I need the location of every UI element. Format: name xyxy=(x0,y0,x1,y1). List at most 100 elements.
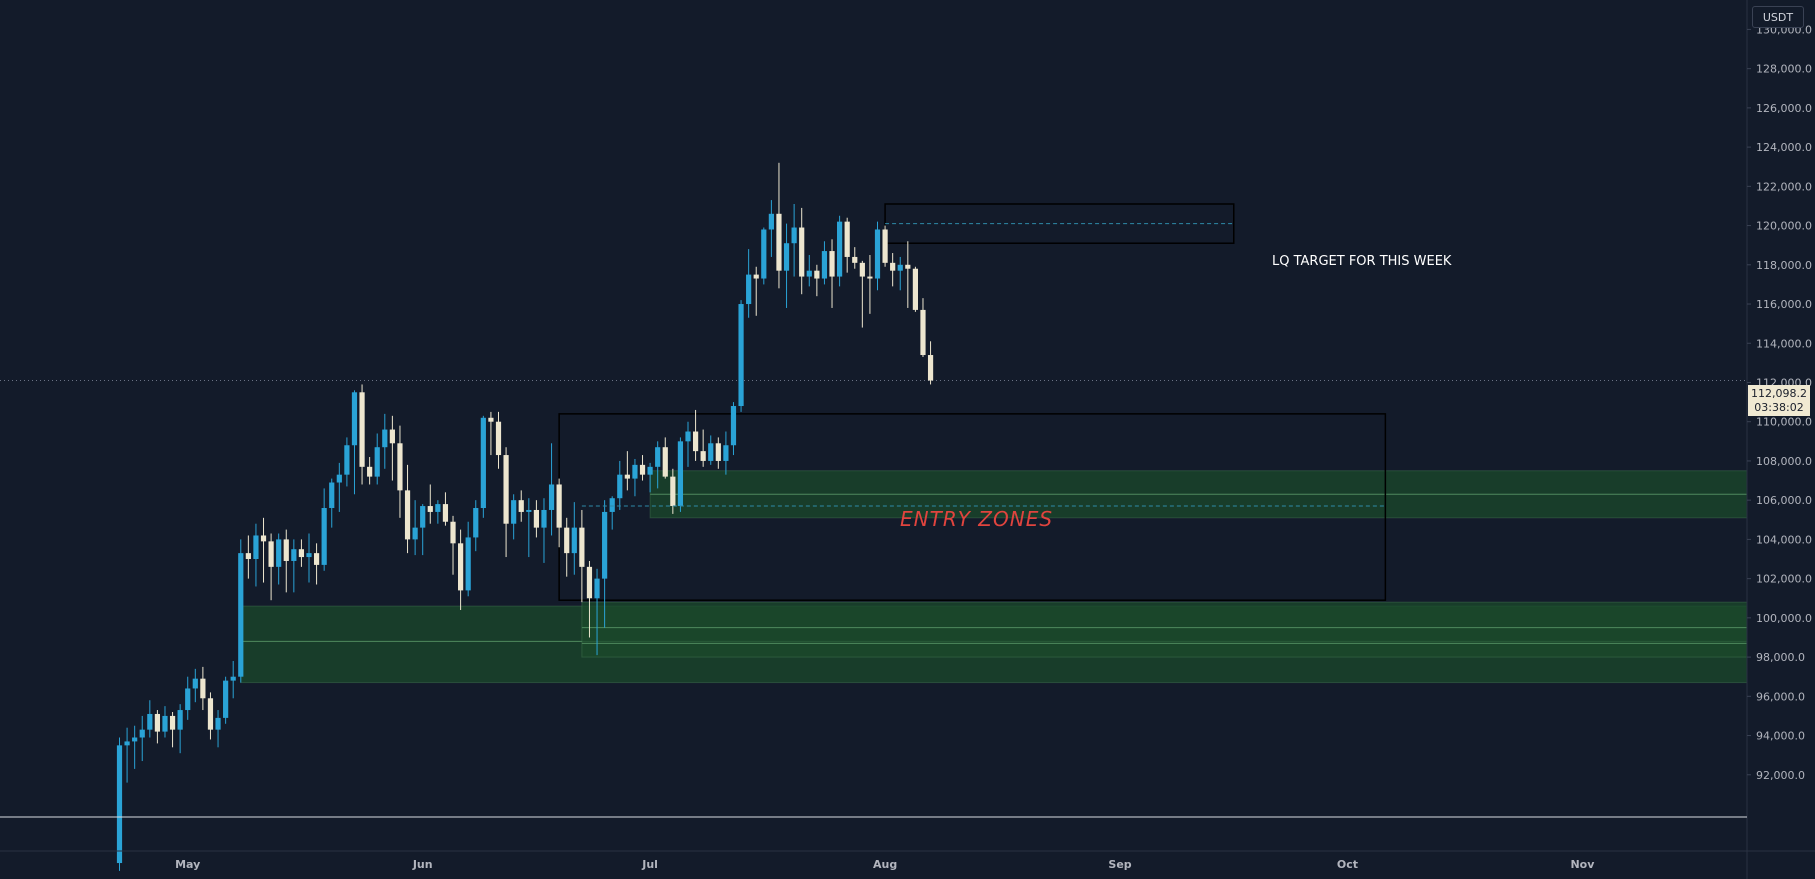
candle xyxy=(799,207,805,295)
candle-body xyxy=(283,539,289,561)
candle xyxy=(685,421,691,467)
x-tick-label: Nov xyxy=(1570,858,1595,871)
candle xyxy=(617,460,623,510)
x-tick-label: May xyxy=(175,858,200,871)
candle-body xyxy=(723,445,729,461)
candle xyxy=(890,253,896,287)
candle-body xyxy=(435,504,441,512)
candle-body xyxy=(465,537,471,591)
candle xyxy=(662,437,668,479)
candle xyxy=(473,500,479,552)
candle xyxy=(783,223,790,308)
currency-selector[interactable]: USDT xyxy=(1752,6,1804,28)
y-tick-label: 110,000.0 xyxy=(1756,416,1812,429)
candle xyxy=(837,215,843,287)
candle-body xyxy=(571,527,577,554)
candle xyxy=(602,500,608,628)
candle-body xyxy=(533,509,539,528)
lq-target-label: LQ TARGET FOR THIS WEEK xyxy=(1272,254,1452,269)
candle-body xyxy=(700,451,706,461)
candle xyxy=(480,415,486,518)
candle-body xyxy=(374,447,380,477)
candle-body xyxy=(169,715,176,730)
current-price-tag: 112,098.2 03:38:02 xyxy=(1748,385,1810,416)
candle xyxy=(245,535,251,579)
candle xyxy=(427,484,433,524)
y-tick-label: 102,000.0 xyxy=(1756,573,1812,586)
candle xyxy=(442,492,449,526)
candle-body xyxy=(200,678,206,699)
candle-body xyxy=(692,431,699,452)
candle-body xyxy=(336,474,342,483)
candle-body xyxy=(412,527,418,540)
y-tick-label: 122,000.0 xyxy=(1756,180,1812,193)
candle-body xyxy=(480,417,486,509)
candle xyxy=(215,710,221,748)
candle xyxy=(692,409,699,461)
x-tick-label: Jun xyxy=(412,858,433,871)
candle xyxy=(882,225,888,267)
candle xyxy=(435,500,441,524)
candle xyxy=(867,254,873,314)
candle-body xyxy=(753,274,759,279)
candle xyxy=(124,727,130,783)
candle xyxy=(700,429,706,467)
candle xyxy=(844,217,850,273)
candle xyxy=(253,523,259,587)
candle xyxy=(412,500,418,556)
candle-body xyxy=(852,256,858,263)
candle-body xyxy=(313,553,320,565)
candle xyxy=(927,341,934,385)
candle xyxy=(511,494,517,540)
candle-body xyxy=(829,251,835,277)
candle xyxy=(518,490,524,522)
candle xyxy=(465,521,471,597)
candle xyxy=(200,666,206,711)
candle-body xyxy=(518,500,524,512)
candle-body xyxy=(245,553,251,560)
candle xyxy=(397,425,403,518)
candle xyxy=(579,509,585,603)
candle-body xyxy=(238,553,244,677)
candle xyxy=(632,458,638,497)
candle-body xyxy=(215,717,221,730)
candle xyxy=(776,162,782,289)
y-tick-label: 92,000.0 xyxy=(1756,769,1805,782)
candle-body xyxy=(420,506,426,528)
candle-body xyxy=(306,553,312,558)
candle-body xyxy=(458,543,464,591)
candle-body xyxy=(617,474,623,499)
candle-body xyxy=(806,270,812,277)
candle xyxy=(715,437,721,469)
candle xyxy=(905,241,911,308)
time-axis[interactable]: May Jun Jul Aug Sep Oct Nov xyxy=(175,858,1595,871)
candle-body xyxy=(746,274,752,305)
candle xyxy=(829,239,835,308)
candle-body xyxy=(776,213,782,271)
candle xyxy=(874,221,881,291)
candle-body xyxy=(730,406,737,446)
candle-body xyxy=(609,498,615,512)
candle-body xyxy=(655,447,661,467)
candle-body xyxy=(548,484,555,510)
candle-body xyxy=(124,741,130,746)
candle xyxy=(677,437,684,512)
candle-body xyxy=(708,443,714,461)
candle-body xyxy=(912,268,918,310)
candle xyxy=(526,498,532,558)
candle xyxy=(169,712,176,748)
y-tick-label: 100,000.0 xyxy=(1756,612,1812,625)
candle xyxy=(230,661,236,699)
candle-body xyxy=(230,676,236,681)
candle xyxy=(260,517,267,583)
candle xyxy=(791,203,797,277)
candle xyxy=(859,260,865,328)
candles-layer xyxy=(116,162,934,871)
candle-body xyxy=(382,429,388,448)
candle-body xyxy=(541,509,547,528)
y-tick-label: 126,000.0 xyxy=(1756,102,1812,115)
y-tick-label: 118,000.0 xyxy=(1756,259,1812,272)
candle xyxy=(298,539,305,567)
